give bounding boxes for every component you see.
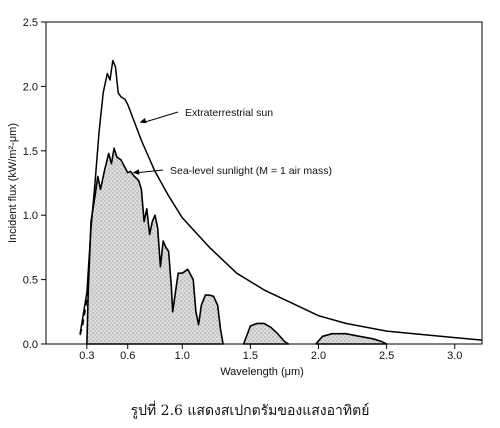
x-tick-label: 1.0 (175, 350, 190, 362)
x-tick-label: 0.3 (79, 350, 94, 362)
extraterrestrial-sun-line (79, 59, 483, 341)
x-tick-label: 2.0 (311, 350, 326, 362)
y-axis-label: Incident flux (kW/m²-μm) (7, 123, 19, 243)
annotation-leader-line (136, 169, 164, 174)
y-tick-label: 0.0 (23, 339, 38, 351)
annotation-label: Sea-level sunlight (M = 1 air mass) (170, 165, 332, 177)
series-lines-group (79, 59, 483, 341)
y-tick-label: 2.0 (23, 81, 38, 93)
annotation-label: Extraterrestrial sun (185, 107, 273, 119)
x-axis-label: Wavelength (μm) (220, 366, 304, 378)
sea-level-area-group (86, 147, 388, 345)
sea-level-band-3 (314, 332, 388, 345)
sea-level-band-2 (242, 322, 290, 345)
annotation-leader-line (143, 111, 179, 123)
x-axis-ticks: 0.3 0.6 1.0 1.5 2.0 2.5 3.0 (79, 344, 462, 362)
figure-caption: รูปที่ 2.6 แสดงสเปกตรัมของแสงอาทิตย์ (130, 403, 370, 419)
annotations-group: Extraterrestrial sun Sea-level sunlight (… (132, 107, 332, 177)
y-tick-label: 1.0 (23, 210, 38, 222)
y-tick-label: 2.5 (23, 17, 38, 29)
x-tick-label: 3.0 (447, 350, 462, 362)
x-tick-label: 1.5 (243, 350, 258, 362)
annotation-arrowhead (132, 169, 140, 175)
y-tick-label: 0.5 (23, 275, 38, 287)
sea-level-band-1 (86, 147, 224, 345)
y-axis-ticks: 0.0 0.5 1.0 1.5 2.0 2.5 (23, 17, 46, 351)
x-tick-label: 0.6 (120, 350, 135, 362)
annotation-arrowhead (139, 118, 147, 124)
x-tick-label: 2.5 (379, 350, 394, 362)
uv-cutoff-dashed-line (79, 292, 89, 336)
y-tick-label: 1.5 (23, 146, 38, 158)
